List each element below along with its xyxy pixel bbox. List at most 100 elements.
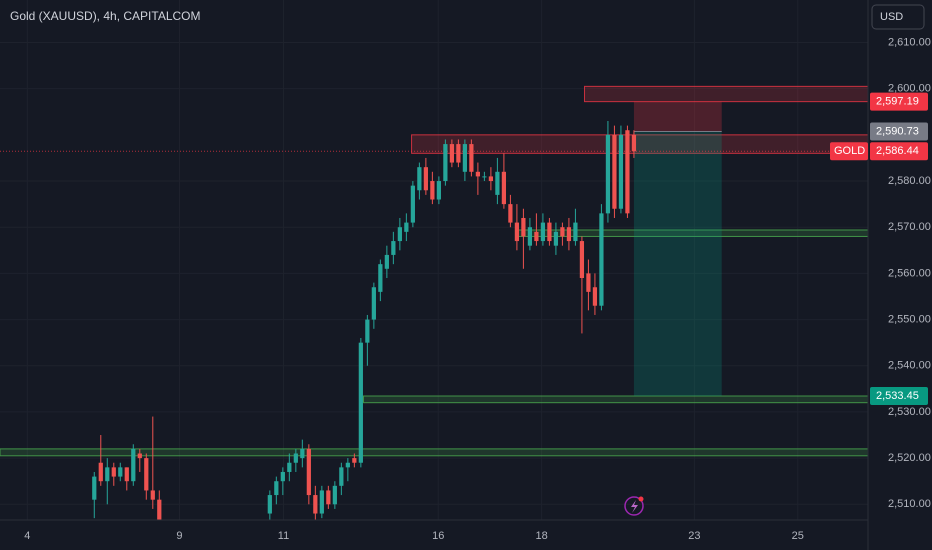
candle-body xyxy=(482,176,487,178)
candle-body xyxy=(462,144,467,172)
x-tick-label: 9 xyxy=(176,530,182,542)
candle-body xyxy=(131,448,136,482)
zone xyxy=(584,85,868,103)
candle-body xyxy=(332,485,337,505)
candle-body xyxy=(274,481,279,496)
stop-zone xyxy=(633,101,722,132)
candle-body xyxy=(157,499,162,520)
target-zone xyxy=(633,131,722,397)
y-tick-label: 2,550.00 xyxy=(888,313,931,325)
y-tick-label: 2,510.00 xyxy=(888,498,931,510)
candle-body xyxy=(352,458,357,463)
candle-body xyxy=(579,241,585,279)
candle-body xyxy=(144,458,149,491)
candle-body xyxy=(287,462,292,472)
price-label-box xyxy=(870,92,928,111)
candle-body xyxy=(449,144,454,163)
candle-body xyxy=(495,171,500,195)
candle-body xyxy=(508,204,513,223)
candle-body xyxy=(98,462,103,482)
candle-body xyxy=(410,185,415,223)
candle-body xyxy=(371,287,376,320)
x-tick-label: 4 xyxy=(24,530,30,542)
candle-body xyxy=(111,467,116,477)
candle-body xyxy=(358,342,363,463)
candle-body xyxy=(137,453,142,459)
candle-body xyxy=(488,176,494,182)
candle-body xyxy=(430,181,435,200)
price-label-box xyxy=(870,142,928,161)
candle-body xyxy=(553,231,559,246)
candle-body xyxy=(618,134,624,209)
plot-area xyxy=(0,85,868,520)
candle-body xyxy=(625,130,630,214)
price-label: 2,597.19 xyxy=(876,96,919,108)
currency-button[interactable] xyxy=(871,4,925,30)
price-label-box xyxy=(870,122,928,141)
candle-body xyxy=(566,227,572,242)
candle-body xyxy=(514,222,520,242)
price-label: 2,586.44 xyxy=(876,145,919,157)
zone xyxy=(362,395,868,404)
y-tick-label: 2,520.00 xyxy=(888,452,931,464)
candle-body xyxy=(547,222,552,242)
price-label-box xyxy=(870,387,928,406)
candle-body xyxy=(339,467,344,486)
candle-body xyxy=(300,448,305,459)
zone xyxy=(411,134,868,154)
x-tick-label: 18 xyxy=(535,530,547,542)
candle-body xyxy=(521,217,526,237)
candle-body xyxy=(306,448,311,496)
candle-body xyxy=(124,467,129,482)
y-tick-label: 2,540.00 xyxy=(888,360,931,372)
candle-body xyxy=(423,167,428,191)
candle-body xyxy=(365,319,370,343)
currency-label[interactable]: USD xyxy=(880,11,903,23)
symbol-label: GOLD xyxy=(834,145,865,157)
y-tick-label: 2,610.00 xyxy=(888,36,931,48)
price-label: 2,590.73 xyxy=(876,125,919,137)
symbol-label-box xyxy=(830,142,868,161)
grid xyxy=(0,0,868,520)
candle-body xyxy=(573,222,578,242)
candle-body xyxy=(105,467,110,482)
y-tick-label: 2,560.00 xyxy=(888,267,931,279)
candle-body xyxy=(345,462,350,468)
candle-body xyxy=(326,490,331,505)
candle-body xyxy=(150,490,155,500)
lightning-icon[interactable] xyxy=(624,496,644,516)
candle-body xyxy=(469,144,474,172)
y-tick-label: 2,530.00 xyxy=(888,406,931,418)
candle-body xyxy=(319,490,324,514)
candle-body xyxy=(397,227,402,242)
candle-body xyxy=(293,453,298,463)
y-tick-label: 2,580.00 xyxy=(888,175,931,187)
candle-body xyxy=(527,227,533,246)
candle-body xyxy=(540,222,546,242)
candle-body xyxy=(592,287,598,306)
candle-body xyxy=(560,227,565,237)
candle-body xyxy=(267,495,272,514)
chart-title: Gold (XAUUSD), 4h, CAPITALCOM xyxy=(10,9,201,23)
candle-body xyxy=(475,171,481,177)
x-tick-label: 25 xyxy=(792,530,804,542)
y-tick-label: 2,570.00 xyxy=(888,221,931,233)
candle-body xyxy=(436,181,441,200)
candle-body xyxy=(534,231,539,242)
price-label: 2,533.45 xyxy=(876,390,919,402)
x-tick-label: 11 xyxy=(278,530,289,542)
candle-body xyxy=(631,134,637,152)
x-tick-label: 23 xyxy=(688,530,700,542)
x-tick-label: 16 xyxy=(432,530,444,542)
candle-body xyxy=(280,471,285,482)
candle-body xyxy=(118,467,123,477)
candle-body xyxy=(456,144,461,163)
candle-body xyxy=(391,241,396,255)
candle-body xyxy=(586,273,591,292)
zone xyxy=(0,448,868,457)
candle-body xyxy=(501,171,507,205)
y-tick-label: 2,600.00 xyxy=(888,83,931,95)
axes: 2,510.00 2,520.00 2,530.00 2,540.00 2,550.00… xyxy=(24,36,931,542)
candle-body xyxy=(605,134,611,214)
